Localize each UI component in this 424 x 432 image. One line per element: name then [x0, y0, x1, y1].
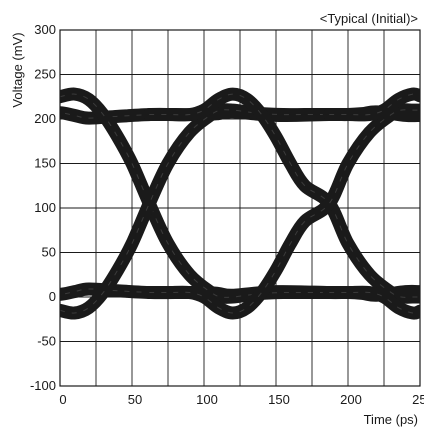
- y-axis-title: Voltage (mV): [10, 32, 25, 107]
- y-tick-label: 50: [42, 245, 56, 260]
- x-tick-label: 200: [340, 392, 362, 407]
- eye-trace-texture-4: [149, 93, 420, 298]
- y-tick-label: 150: [34, 156, 56, 171]
- y-tick-label: -100: [30, 378, 56, 393]
- x-tick-label: 0: [59, 392, 66, 407]
- x-tick-label: 100: [196, 392, 218, 407]
- x-axis-title: Time (ps): [364, 412, 418, 427]
- plot-frame: [59, 29, 421, 387]
- y-tick-label: 250: [34, 67, 56, 82]
- x-tick-label: 50: [128, 392, 142, 407]
- x-tick-label: 150: [268, 392, 290, 407]
- chart-annotation: <Typical (Initial)>: [320, 11, 418, 26]
- y-tick-label: -50: [37, 334, 56, 349]
- eye-trace-texture-6: [329, 93, 420, 116]
- y-tick-label: 300: [34, 22, 56, 37]
- y-tick-label: 200: [34, 111, 56, 126]
- x-tick-label: 250: [412, 392, 424, 407]
- eye-trace-texture-5: [149, 109, 420, 314]
- eye-traces: [60, 87, 420, 320]
- y-tick-labels: -100 -50 0 50 100 150 200 250 300: [30, 22, 56, 393]
- eye-trace-texture-7: [329, 291, 420, 314]
- y-tick-label: 0: [49, 289, 56, 304]
- y-tick-label: 100: [34, 200, 56, 215]
- x-tick-labels: 0 50 100 150 200 250: [59, 392, 424, 407]
